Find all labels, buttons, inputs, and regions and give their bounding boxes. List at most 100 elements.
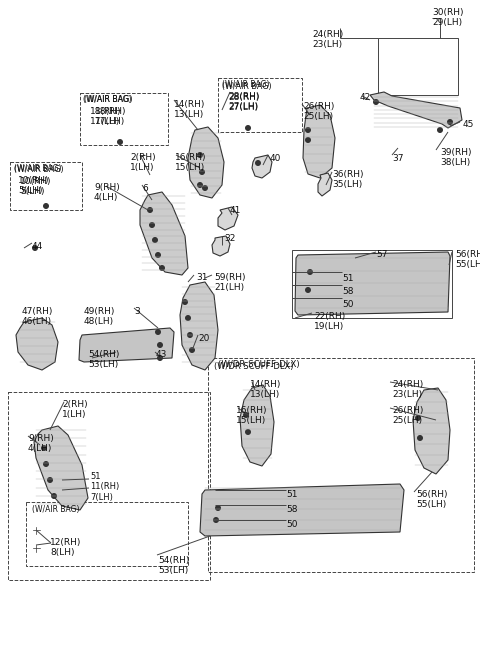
Bar bbox=[8, 392, 210, 580]
Circle shape bbox=[152, 237, 158, 243]
Circle shape bbox=[373, 99, 379, 105]
Text: (W/DR SCUFF-DLX): (W/DR SCUFF-DLX) bbox=[218, 360, 300, 369]
Text: 45: 45 bbox=[463, 120, 474, 129]
Polygon shape bbox=[34, 426, 88, 510]
Circle shape bbox=[245, 429, 251, 435]
Circle shape bbox=[213, 517, 219, 523]
Bar bbox=[26, 502, 188, 566]
Polygon shape bbox=[240, 385, 274, 466]
Polygon shape bbox=[140, 192, 188, 275]
Text: 10(RH)
5(LH): 10(RH) 5(LH) bbox=[20, 177, 51, 196]
Text: 44: 44 bbox=[32, 242, 43, 251]
Text: 18(RH)
17(LH): 18(RH) 17(LH) bbox=[95, 107, 127, 126]
Circle shape bbox=[43, 461, 49, 467]
Text: 30(RH)
29(LH): 30(RH) 29(LH) bbox=[432, 8, 464, 28]
Text: 50: 50 bbox=[342, 300, 353, 309]
Circle shape bbox=[147, 207, 153, 213]
Circle shape bbox=[189, 347, 195, 353]
Text: 51: 51 bbox=[286, 490, 298, 499]
Bar bbox=[218, 78, 302, 132]
Circle shape bbox=[187, 332, 193, 338]
Polygon shape bbox=[200, 484, 404, 536]
Text: 50: 50 bbox=[286, 520, 298, 529]
Text: 9(RH)
4(LH): 9(RH) 4(LH) bbox=[28, 434, 54, 453]
Text: (W/AIR BAG): (W/AIR BAG) bbox=[14, 164, 61, 173]
Text: 36(RH)
35(LH): 36(RH) 35(LH) bbox=[332, 170, 363, 189]
Text: 54(RH)
53(LH): 54(RH) 53(LH) bbox=[158, 556, 190, 575]
Circle shape bbox=[43, 203, 49, 209]
Text: 40: 40 bbox=[270, 154, 281, 163]
Circle shape bbox=[155, 329, 161, 335]
Circle shape bbox=[117, 139, 123, 145]
Text: 58: 58 bbox=[342, 287, 353, 296]
Text: (W/AIR BAG): (W/AIR BAG) bbox=[32, 505, 80, 514]
Circle shape bbox=[199, 169, 205, 175]
Circle shape bbox=[157, 355, 163, 361]
Text: 26(RH)
25(LH): 26(RH) 25(LH) bbox=[392, 406, 423, 425]
Text: 16(RH)
15(LH): 16(RH) 15(LH) bbox=[175, 153, 206, 172]
Text: 39(RH)
38(LH): 39(RH) 38(LH) bbox=[440, 148, 471, 168]
Circle shape bbox=[307, 269, 313, 275]
Polygon shape bbox=[180, 282, 218, 370]
Circle shape bbox=[305, 287, 311, 293]
Circle shape bbox=[415, 415, 421, 421]
Bar bbox=[292, 250, 452, 318]
Text: 10(RH)
5(LH): 10(RH) 5(LH) bbox=[18, 176, 49, 195]
Text: 14(RH)
13(LH): 14(RH) 13(LH) bbox=[250, 380, 281, 400]
Text: 59(RH)
21(LH): 59(RH) 21(LH) bbox=[214, 273, 245, 292]
Text: 6: 6 bbox=[142, 184, 148, 193]
Circle shape bbox=[243, 412, 249, 418]
Circle shape bbox=[197, 182, 203, 188]
Polygon shape bbox=[295, 252, 450, 315]
Circle shape bbox=[447, 119, 453, 125]
Text: 43: 43 bbox=[156, 350, 168, 359]
Polygon shape bbox=[16, 318, 58, 370]
Text: 51
11(RH)
7(LH): 51 11(RH) 7(LH) bbox=[90, 472, 119, 502]
Bar bbox=[80, 93, 168, 145]
Circle shape bbox=[255, 160, 261, 166]
Text: (W/AIR BAG): (W/AIR BAG) bbox=[222, 82, 272, 91]
Text: (W/AIR BAG): (W/AIR BAG) bbox=[83, 95, 132, 104]
Text: 31: 31 bbox=[196, 273, 207, 282]
Circle shape bbox=[155, 252, 161, 258]
Text: 32: 32 bbox=[224, 234, 235, 243]
Text: 41: 41 bbox=[230, 206, 241, 215]
Text: 42: 42 bbox=[360, 93, 371, 102]
Text: 26(RH)
25(LH): 26(RH) 25(LH) bbox=[303, 102, 335, 121]
Circle shape bbox=[202, 185, 208, 191]
Polygon shape bbox=[188, 127, 224, 198]
Text: (W/DR SCUFF-DLX): (W/DR SCUFF-DLX) bbox=[214, 362, 293, 371]
Polygon shape bbox=[318, 173, 332, 196]
Text: 9(RH)
4(LH): 9(RH) 4(LH) bbox=[94, 183, 120, 202]
Circle shape bbox=[215, 505, 221, 511]
Text: 14(RH)
13(LH): 14(RH) 13(LH) bbox=[174, 100, 205, 119]
Polygon shape bbox=[218, 207, 238, 230]
Text: 2(RH)
1(LH): 2(RH) 1(LH) bbox=[62, 400, 88, 419]
Text: 51: 51 bbox=[342, 274, 353, 283]
Polygon shape bbox=[303, 105, 335, 178]
Text: 57: 57 bbox=[376, 250, 387, 259]
Text: 2(RH)
1(LH): 2(RH) 1(LH) bbox=[130, 153, 156, 172]
Text: 54(RH)
53(LH): 54(RH) 53(LH) bbox=[88, 350, 120, 369]
Circle shape bbox=[182, 299, 188, 305]
Text: 49(RH)
48(LH): 49(RH) 48(LH) bbox=[84, 307, 115, 326]
Text: 28(RH)
27(LH): 28(RH) 27(LH) bbox=[228, 93, 259, 113]
Circle shape bbox=[305, 137, 311, 143]
Text: 56(RH)
55(LH): 56(RH) 55(LH) bbox=[416, 490, 447, 510]
Bar bbox=[378, 38, 458, 95]
Text: 28(RH)
27(LH): 28(RH) 27(LH) bbox=[228, 92, 259, 111]
Text: 47(RH)
46(LH): 47(RH) 46(LH) bbox=[22, 307, 53, 326]
Circle shape bbox=[149, 222, 155, 228]
Circle shape bbox=[159, 265, 165, 271]
Bar bbox=[208, 358, 474, 572]
Circle shape bbox=[437, 127, 443, 133]
Text: 24(RH)
23(LH): 24(RH) 23(LH) bbox=[312, 30, 343, 49]
Circle shape bbox=[32, 245, 38, 251]
Circle shape bbox=[245, 125, 251, 131]
Circle shape bbox=[185, 315, 191, 321]
Text: 12(RH)
8(LH): 12(RH) 8(LH) bbox=[50, 538, 82, 557]
Text: 20: 20 bbox=[198, 334, 209, 343]
Circle shape bbox=[47, 477, 53, 483]
Text: (W/AIR BAG): (W/AIR BAG) bbox=[84, 95, 132, 104]
Text: 58: 58 bbox=[286, 505, 298, 514]
